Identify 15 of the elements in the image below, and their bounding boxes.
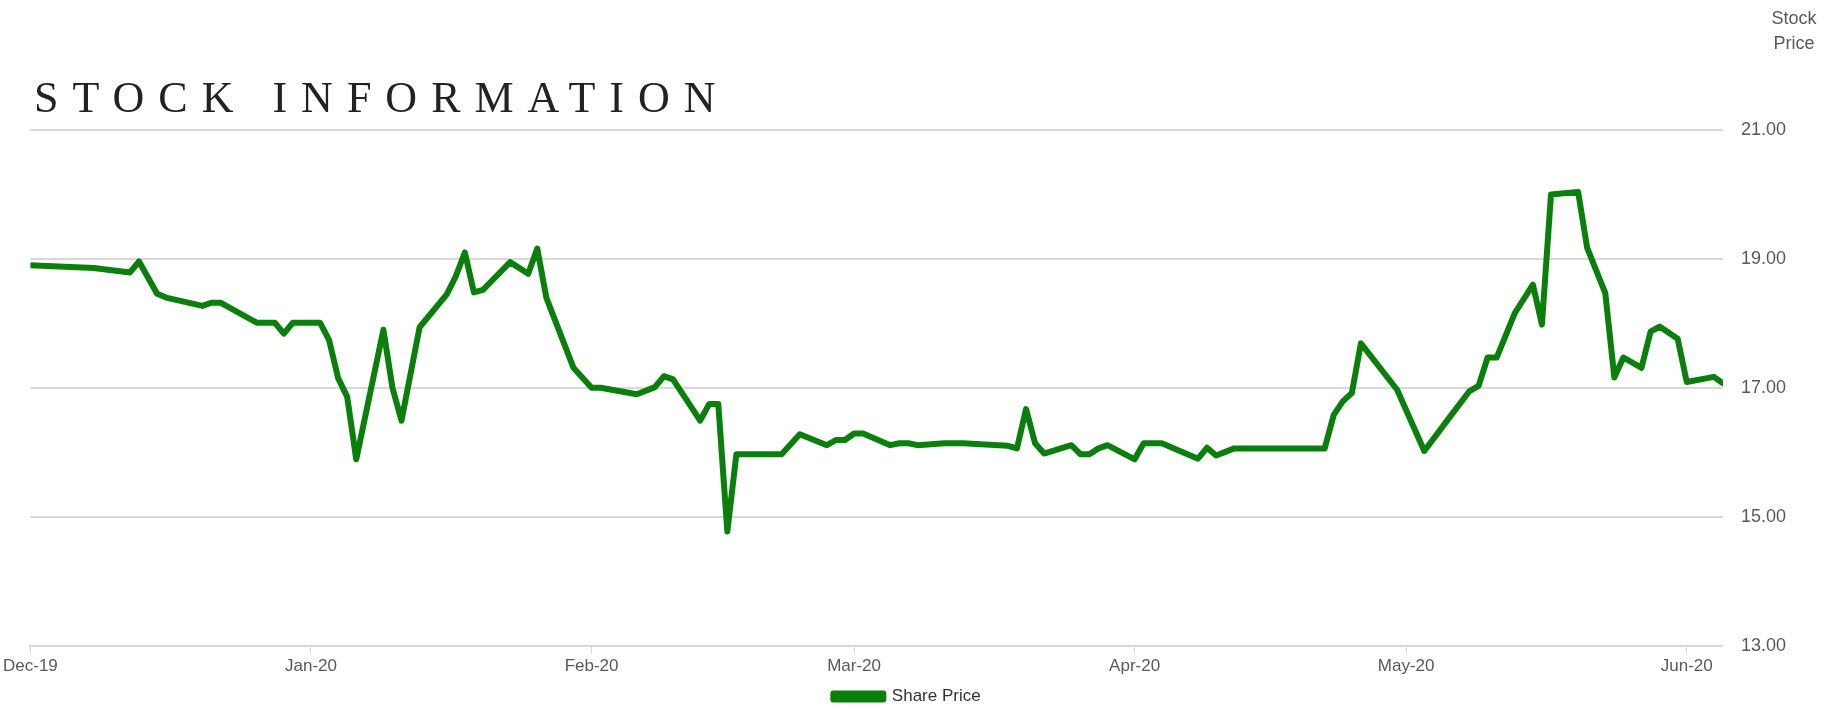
x-tick-label: Jan-20 xyxy=(284,656,337,676)
y-tick-label: 15.00 xyxy=(1740,505,1786,526)
y-tick-label: 19.00 xyxy=(1740,247,1786,268)
x-tick-label: Jun-20 xyxy=(1660,656,1713,676)
y-tick-label: 17.00 xyxy=(1740,376,1786,397)
chart-title: STOCK INFORMATION xyxy=(34,72,730,123)
x-tick-label: Dec-19 xyxy=(2,656,58,676)
x-tick-label: Mar-20 xyxy=(827,656,881,676)
legend-label: Share Price xyxy=(891,686,981,706)
x-tick-label: Feb-20 xyxy=(564,656,619,676)
y-tick-label: 13.00 xyxy=(1740,634,1786,655)
y-axis-title: Stock Price xyxy=(1770,7,1818,55)
y-tick-label: 21.00 xyxy=(1740,118,1786,139)
x-tick-label: May-20 xyxy=(1377,656,1435,676)
x-tick-label: Apr-20 xyxy=(1109,656,1161,676)
